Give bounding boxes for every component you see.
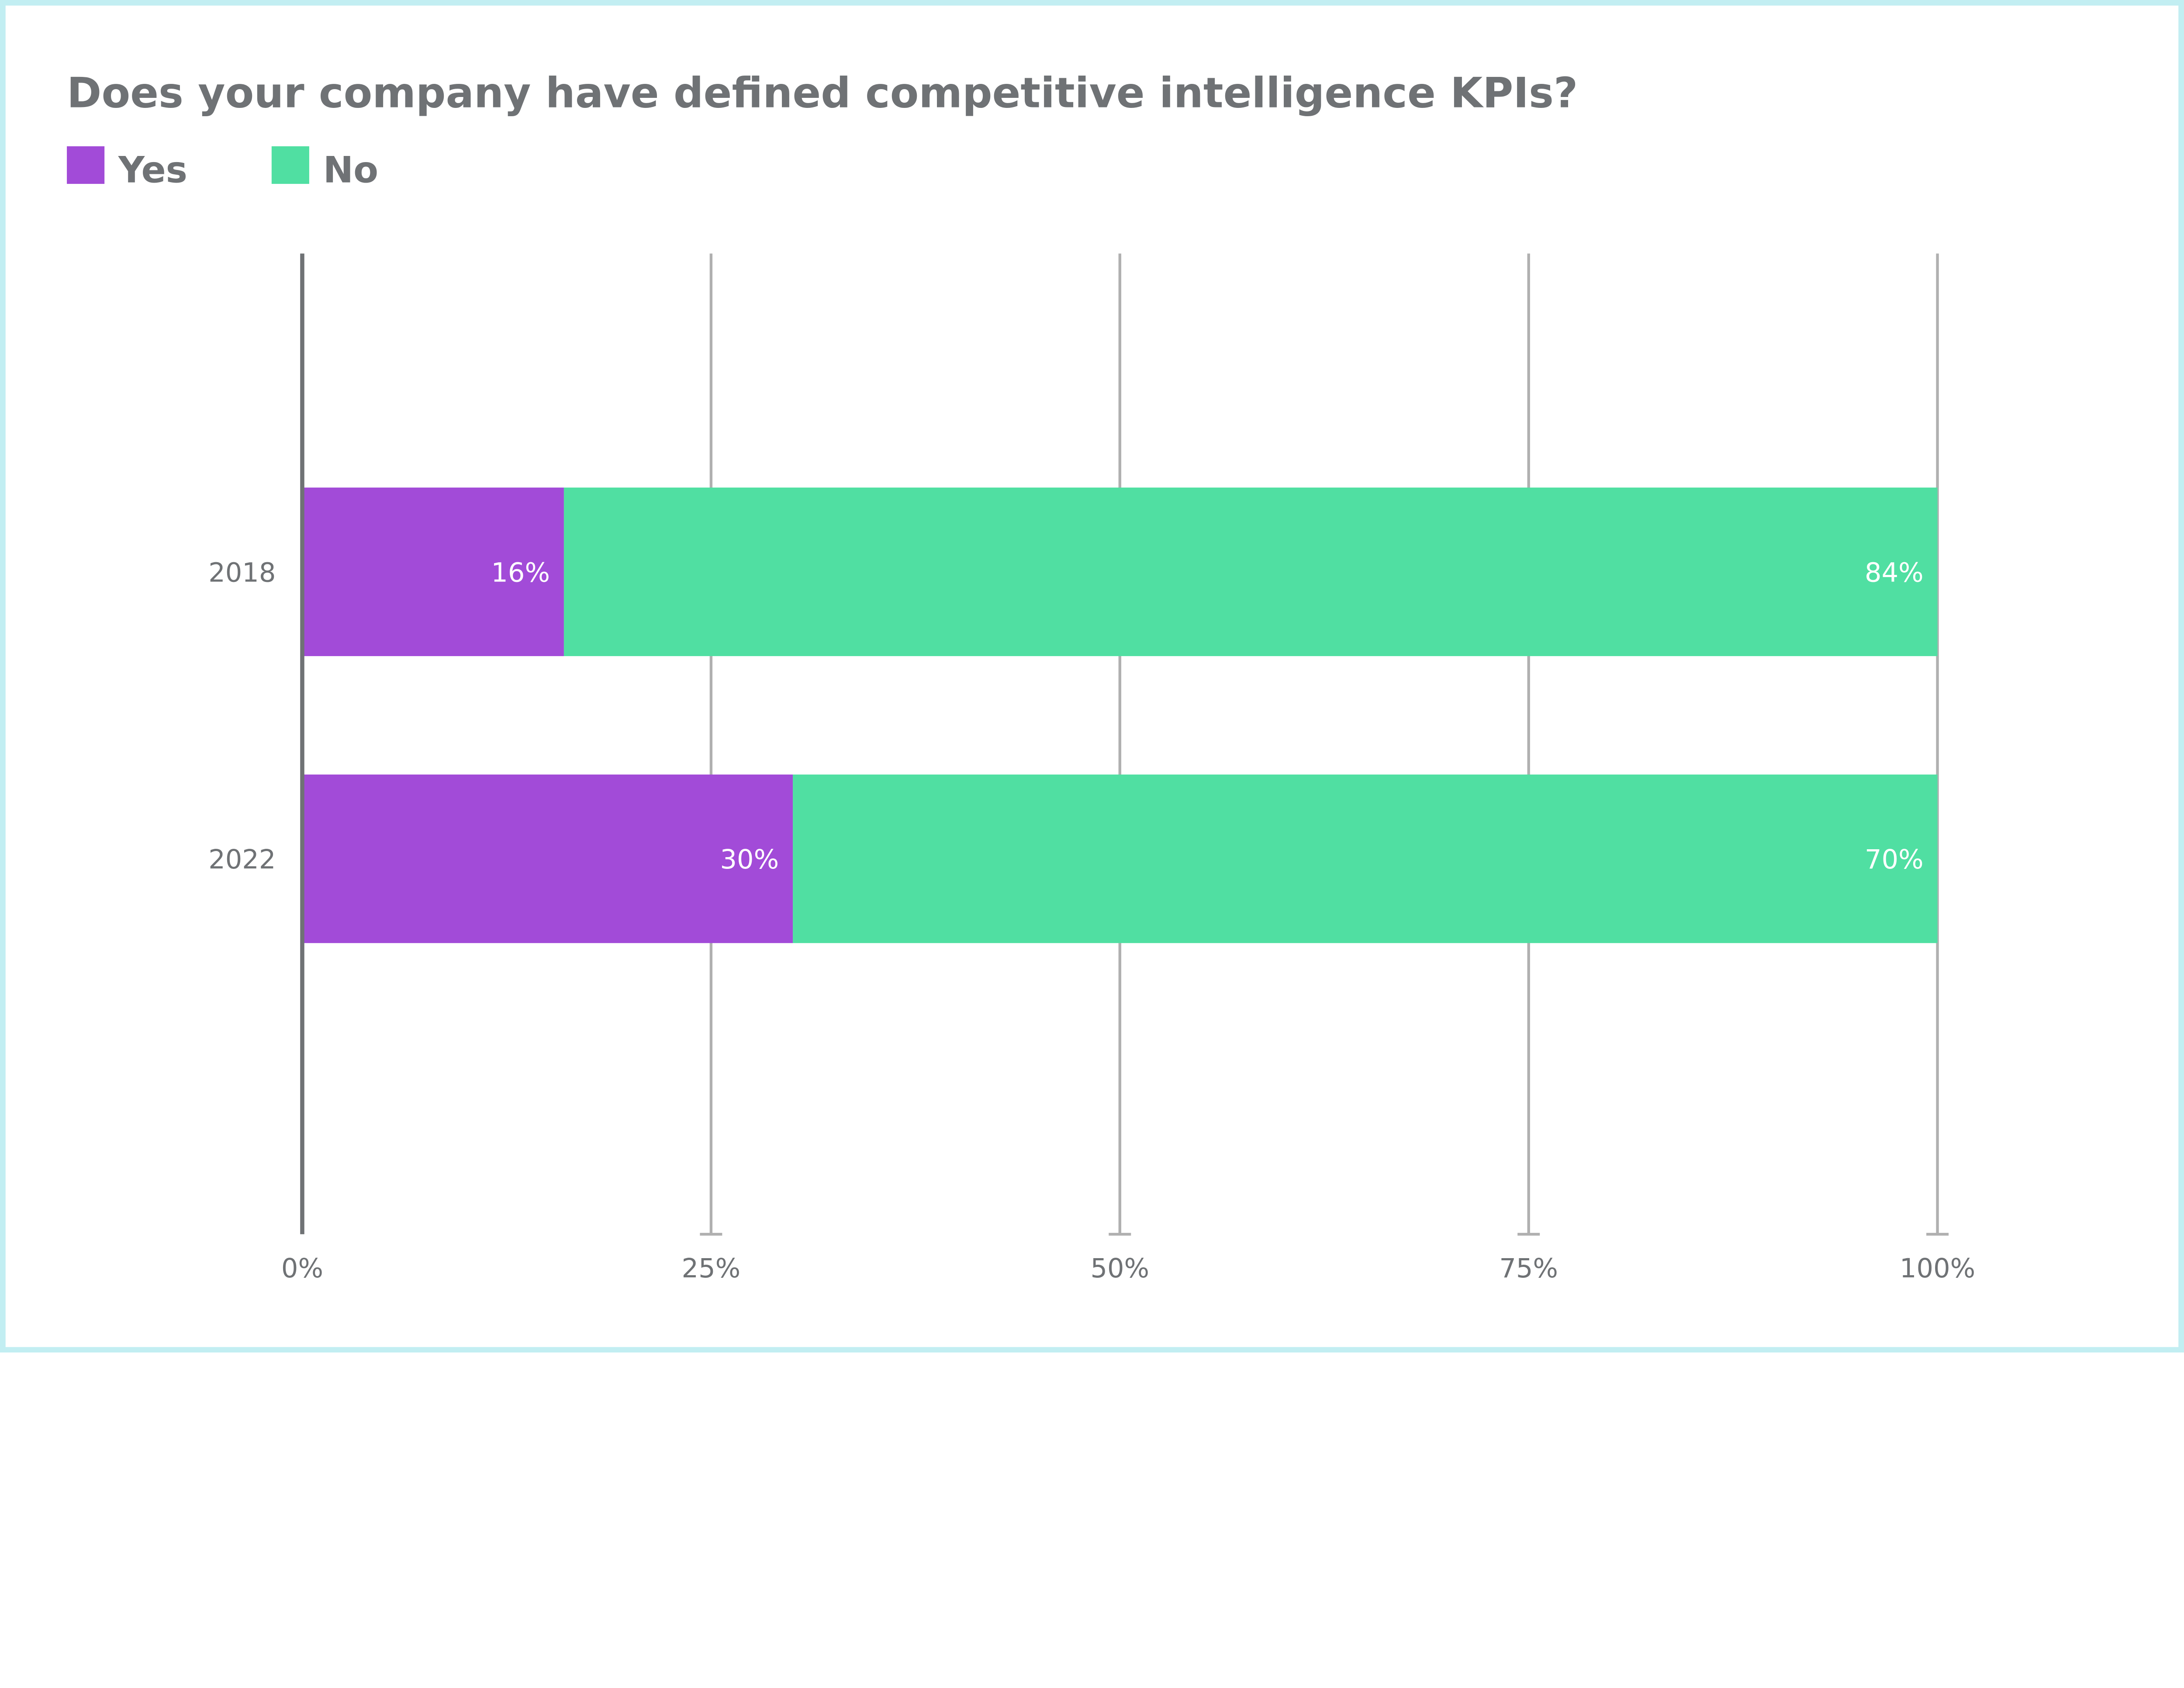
bar-no-2022 bbox=[793, 774, 1938, 943]
data-label: 30% bbox=[720, 844, 779, 875]
x-tick-label: 0% bbox=[281, 1253, 323, 1284]
legend-label-yes: Yes bbox=[118, 149, 187, 191]
x-tick-label: 25% bbox=[682, 1253, 741, 1284]
legend-swatch-yes bbox=[67, 146, 105, 184]
legend: Yes No bbox=[67, 146, 378, 191]
bar-yes-2018 bbox=[302, 488, 564, 656]
data-label: 84% bbox=[1865, 557, 1924, 588]
legend-label-no: No bbox=[323, 149, 378, 191]
grid: 0% 25% 50% 75% 100% bbox=[281, 253, 1975, 1284]
y-category-label: 2022 bbox=[208, 844, 276, 875]
chart: Does your company have defined competiti… bbox=[0, 0, 2184, 1353]
x-tick-label: 75% bbox=[1499, 1253, 1558, 1284]
legend-swatch-no bbox=[271, 146, 309, 184]
data-label: 16% bbox=[491, 557, 550, 588]
labels: 2018 16% 84% 2022 30% 70% bbox=[208, 557, 1923, 875]
x-tick-label: 100% bbox=[1900, 1253, 1975, 1284]
data-label: 70% bbox=[1865, 844, 1924, 875]
y-category-label: 2018 bbox=[208, 557, 276, 588]
chart-title: Does your company have defined competiti… bbox=[67, 69, 1578, 118]
bars bbox=[302, 488, 1938, 943]
chart-frame bbox=[0, 0, 2184, 1353]
bar-no-2018 bbox=[563, 488, 1938, 656]
bar-yes-2022 bbox=[302, 774, 793, 943]
x-tick-label: 50% bbox=[1090, 1253, 1149, 1284]
